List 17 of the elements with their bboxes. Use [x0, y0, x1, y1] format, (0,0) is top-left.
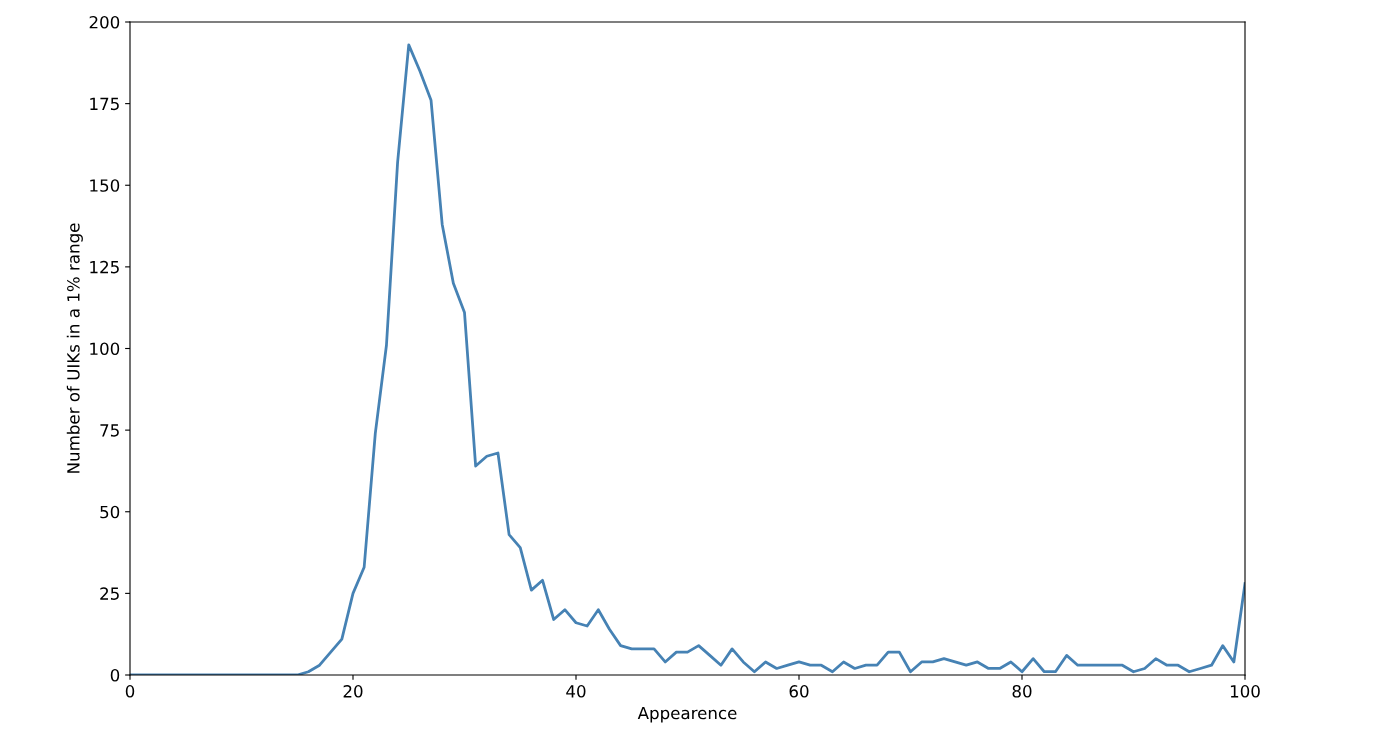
y-tick-label: 100 — [90, 342, 120, 356]
x-axis-title: Appearence — [637, 706, 737, 723]
x-tick-label: 100 — [1230, 685, 1260, 698]
x-tick-label: 40 — [566, 685, 586, 698]
y-tick-label: 50 — [100, 505, 120, 519]
y-tick-label: 25 — [100, 587, 119, 600]
y-tick-label: 125 — [90, 260, 119, 274]
x-tick-label: 0 — [125, 685, 135, 698]
x-tick-label: 20 — [343, 685, 363, 698]
y-tick-label: 150 — [90, 179, 120, 192]
y-axis-title: Number of UIKs in a 1% range — [66, 223, 83, 473]
x-tick-label: 80 — [1012, 685, 1032, 698]
y-tick-label: 175 — [90, 97, 119, 111]
y-tick-label: 0 — [110, 668, 120, 682]
y-tick-label: 200 — [89, 15, 120, 29]
y-tick-label: 75 — [100, 424, 119, 437]
x-tick-label: 60 — [789, 685, 809, 698]
